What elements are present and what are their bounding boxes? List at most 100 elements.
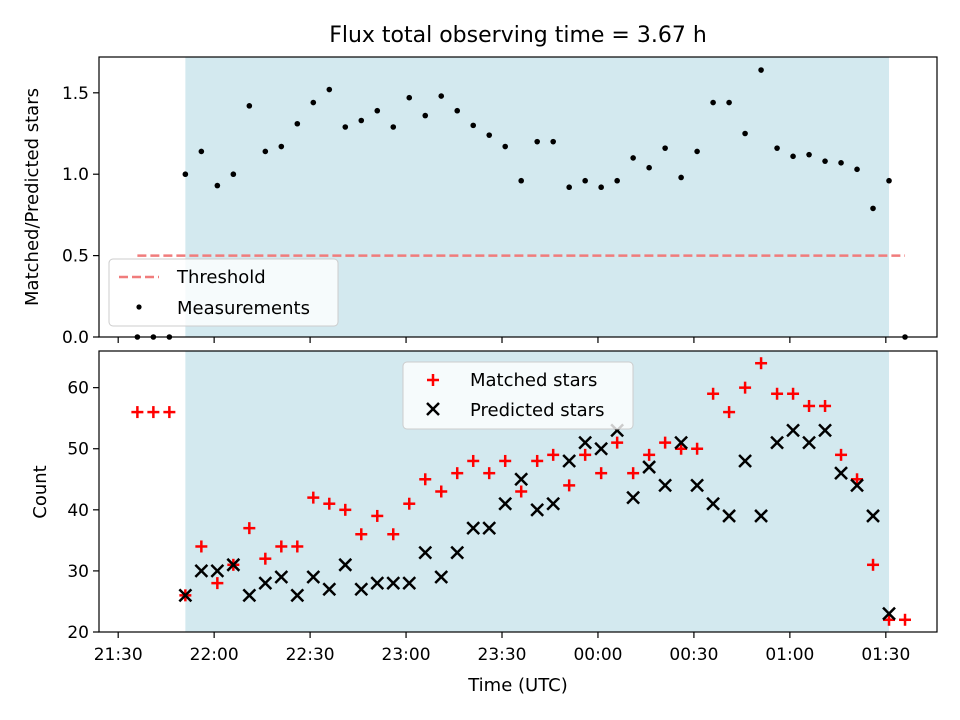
measurement-point: [774, 145, 780, 151]
measurement-point: [358, 117, 365, 124]
predicted-star-point: [722, 509, 736, 523]
predicted-star-point: [530, 502, 545, 517]
predicted-star-point: [754, 509, 768, 523]
predicted-star-point: [210, 564, 225, 578]
predicted-star-point: [882, 606, 896, 621]
measurement-point: [406, 94, 413, 101]
measurement-point: [342, 124, 349, 130]
top-legend: Threshold Measurements: [108, 258, 339, 327]
x-tick-label: 00:30: [669, 645, 718, 665]
predicted-star-point: [338, 557, 353, 572]
predicted-star-point: [674, 435, 689, 450]
matched-star-point: [627, 467, 640, 480]
threshold-legend-label: Threshold: [176, 267, 266, 288]
matched-star-point: [515, 485, 528, 498]
matched-star-point: [739, 381, 752, 394]
matched-star-point: [323, 497, 336, 510]
predicted-star-point: [226, 557, 241, 572]
predicted-star-point: [706, 496, 720, 511]
matched-star-point: [211, 577, 224, 590]
measurement-point: [598, 184, 604, 191]
matched-star-point: [403, 497, 416, 510]
predicted-star-point: [802, 435, 816, 450]
matched-star-point: [259, 552, 272, 565]
x-tick-label: 22:30: [286, 645, 335, 665]
predicted-star-point: [434, 570, 449, 584]
measurement-point: [294, 120, 301, 127]
predicted-star-point: [738, 454, 752, 468]
matched-star-point: [387, 528, 400, 541]
x-tick-label: 21:30: [94, 645, 143, 665]
matched-star-point: [275, 540, 288, 553]
predicted-star-point: [274, 570, 289, 584]
predicted-star-point: [498, 496, 513, 511]
matched-star-point: [883, 613, 896, 626]
top-y-tick-label: 1.5: [62, 84, 89, 104]
predicted-star-point: [354, 582, 369, 597]
predicted-star-point: [306, 570, 321, 584]
measurement-point: [534, 138, 540, 145]
predicted-star-point: [450, 545, 465, 560]
measurement-point: [230, 171, 237, 178]
measurement-point: [182, 171, 189, 178]
measurement-point: [742, 130, 748, 137]
measurement-point: [422, 112, 429, 119]
bottom-y-tick-label: 50: [67, 440, 89, 460]
measurement-point: [790, 153, 796, 160]
matched-star-point: [803, 399, 816, 412]
top-frame: [98, 56, 938, 338]
matched-star-point: [131, 406, 144, 419]
measurement-point: [470, 122, 477, 129]
measurement-point: [582, 177, 588, 184]
predicted-star-point: [386, 576, 401, 591]
bottom-legend: Matched stars Predicted stars: [402, 361, 634, 430]
bottom-y-tick-label: 40: [67, 501, 89, 521]
predicted-star-point: [290, 588, 305, 603]
matched-legend-marker: [427, 374, 439, 386]
predicted-star-point: [562, 454, 577, 468]
chart-title: Flux total observing time = 3.67 h: [329, 23, 707, 48]
matched-star-point: [355, 528, 368, 541]
top-y-tick-label: 0.5: [62, 247, 89, 267]
predicted-star-point: [850, 478, 864, 493]
bottom-y-axis-label: Count: [30, 465, 51, 518]
matched-star-point: [339, 503, 352, 516]
measurement-point: [278, 143, 285, 150]
matched-star-point: [563, 479, 576, 492]
top-y-tick-label: 1.0: [62, 165, 89, 185]
x-tick-label: 01:00: [765, 645, 814, 665]
matched-star-point: [707, 387, 720, 400]
measurement-point: [710, 99, 716, 106]
predicted-star-point: [370, 576, 385, 591]
matched-star-point: [595, 467, 608, 480]
x-tick-label: 22:00: [190, 645, 239, 665]
x-axis-label: Time (UTC): [467, 675, 568, 696]
measurement-point: [486, 132, 493, 138]
measurement-point: [678, 174, 684, 181]
predicted-star-point: [514, 472, 529, 487]
measurement-point: [886, 177, 892, 184]
measurement-point: [694, 148, 700, 155]
matched-star-point: [371, 509, 384, 522]
measurement-point: [822, 158, 828, 164]
matched-star-point: [483, 467, 496, 480]
top-legend-box: [108, 258, 339, 327]
matched-star-point: [819, 399, 832, 412]
matched-star-point: [867, 558, 880, 571]
matched-star-point: [659, 436, 672, 449]
measurement-point: [614, 177, 620, 184]
matched-star-point: [835, 448, 848, 461]
predicted-star-point: [418, 545, 433, 560]
matched-star-point: [899, 613, 912, 626]
bottom-legend-box: [402, 361, 634, 430]
measurement-point: [438, 93, 445, 99]
matched-star-point: [851, 473, 864, 486]
predicted-star-point: [258, 576, 273, 591]
matched-star-point: [755, 357, 768, 370]
bottom-panel: 20 30 40 50 60 21:30 22:00 22:30 23:00 23:30 00:00…: [30, 350, 938, 696]
matched-star-point: [419, 473, 432, 486]
x-tick-label: 23:30: [478, 645, 527, 665]
predicted-star-point: [626, 490, 641, 505]
measurement-point: [550, 138, 556, 145]
